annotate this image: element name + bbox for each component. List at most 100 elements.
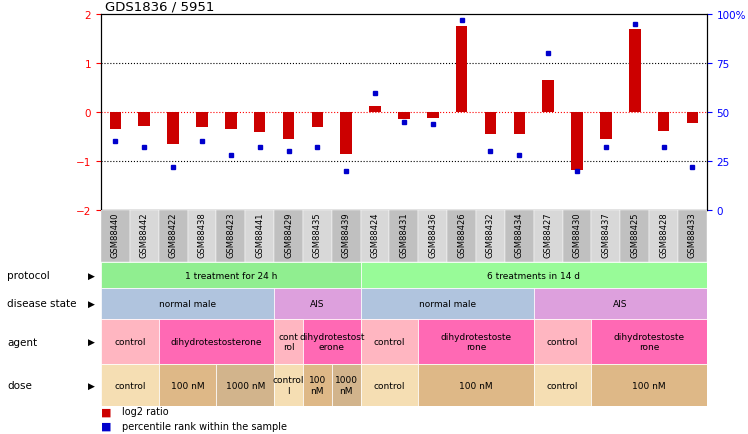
Bar [505, 210, 534, 263]
Bar [418, 319, 534, 365]
Bar [101, 319, 159, 365]
Bar [101, 210, 130, 263]
Bar [485, 113, 496, 135]
Bar [542, 81, 554, 113]
Bar [168, 113, 179, 145]
Bar [196, 113, 208, 128]
Bar [476, 210, 505, 263]
Text: ▶: ▶ [88, 299, 95, 308]
Text: GSM88430: GSM88430 [572, 212, 581, 257]
Text: GSM88424: GSM88424 [370, 212, 379, 257]
Text: 100 nM: 100 nM [171, 381, 204, 390]
Text: GSM88431: GSM88431 [399, 212, 408, 257]
Text: ▶: ▶ [88, 271, 95, 280]
Bar [110, 113, 121, 130]
Text: dihydrotestoste
rone: dihydrotestoste rone [441, 332, 512, 352]
Text: control: control [374, 337, 405, 346]
Text: GSM88442: GSM88442 [140, 212, 149, 257]
Bar [225, 113, 236, 130]
Bar [138, 113, 150, 126]
Bar [657, 113, 669, 132]
Bar [361, 365, 418, 406]
Bar [418, 365, 534, 406]
Bar [620, 210, 649, 263]
Text: GDS1836 / 5951: GDS1836 / 5951 [105, 0, 214, 13]
Bar [370, 107, 381, 113]
Bar [283, 113, 294, 140]
Bar [312, 113, 323, 128]
Bar [332, 210, 361, 263]
Text: GSM88428: GSM88428 [659, 212, 668, 257]
Bar [427, 113, 438, 118]
Text: GSM88429: GSM88429 [284, 212, 293, 257]
Bar [216, 365, 274, 406]
Bar [361, 319, 418, 365]
Bar [361, 210, 390, 263]
Text: control: control [547, 381, 578, 390]
Text: dihydrotestoste
rone: dihydrotestoste rone [613, 332, 684, 352]
Bar [687, 113, 698, 124]
Text: control: control [374, 381, 405, 390]
Bar [274, 210, 303, 263]
Text: dihydrotestosterone: dihydrotestosterone [171, 337, 262, 346]
Text: AIS: AIS [310, 299, 325, 308]
Bar [159, 319, 274, 365]
Bar [534, 289, 707, 319]
Text: protocol: protocol [7, 271, 50, 280]
Text: control: control [547, 337, 578, 346]
Bar [274, 289, 361, 319]
Text: log2 ratio: log2 ratio [122, 407, 169, 417]
Bar [390, 210, 418, 263]
Bar [303, 365, 332, 406]
Bar [274, 319, 303, 365]
Bar [592, 365, 707, 406]
Text: 1000
nM: 1000 nM [334, 375, 358, 395]
Text: 1 treatment for 24 h: 1 treatment for 24 h [185, 271, 277, 280]
Bar [600, 113, 612, 140]
Bar [361, 263, 707, 289]
Text: normal male: normal male [419, 299, 476, 308]
Text: GSM88422: GSM88422 [168, 212, 177, 257]
Text: GSM88436: GSM88436 [429, 212, 438, 258]
Text: 6 treatments in 14 d: 6 treatments in 14 d [487, 271, 580, 280]
Bar [571, 113, 583, 171]
Text: 100 nM: 100 nM [459, 381, 493, 390]
Bar [254, 113, 266, 132]
Text: cont
rol: cont rol [278, 332, 298, 352]
Text: GSM88438: GSM88438 [197, 212, 206, 258]
Text: GSM88427: GSM88427 [544, 212, 553, 257]
Bar [159, 210, 188, 263]
Bar [447, 210, 476, 263]
Text: GSM88425: GSM88425 [631, 212, 640, 257]
Bar [562, 210, 592, 263]
Bar [101, 263, 361, 289]
Text: GSM88433: GSM88433 [688, 212, 697, 258]
Text: ■: ■ [101, 421, 111, 431]
Bar [534, 319, 592, 365]
Bar [418, 210, 447, 263]
Text: disease state: disease state [7, 299, 77, 309]
Text: AIS: AIS [613, 299, 628, 308]
Bar [303, 210, 332, 263]
Text: ▶: ▶ [88, 381, 95, 390]
Bar [303, 319, 361, 365]
Bar [274, 365, 303, 406]
Bar [130, 210, 159, 263]
Bar [629, 30, 640, 113]
Text: 100 nM: 100 nM [632, 381, 666, 390]
Text: percentile rank within the sample: percentile rank within the sample [122, 421, 287, 431]
Bar [101, 365, 159, 406]
Bar [649, 210, 678, 263]
Text: 1000 nM: 1000 nM [226, 381, 265, 390]
Bar [592, 210, 620, 263]
Text: GSM88432: GSM88432 [486, 212, 495, 257]
Text: GSM88435: GSM88435 [313, 212, 322, 257]
Text: dihydrotestost
erone: dihydrotestost erone [299, 332, 364, 352]
Text: GSM88440: GSM88440 [111, 212, 120, 257]
Bar [245, 210, 274, 263]
Bar [534, 365, 592, 406]
Text: normal male: normal male [159, 299, 216, 308]
Bar [188, 210, 216, 263]
Text: GSM88426: GSM88426 [457, 212, 466, 257]
Bar [340, 113, 352, 155]
